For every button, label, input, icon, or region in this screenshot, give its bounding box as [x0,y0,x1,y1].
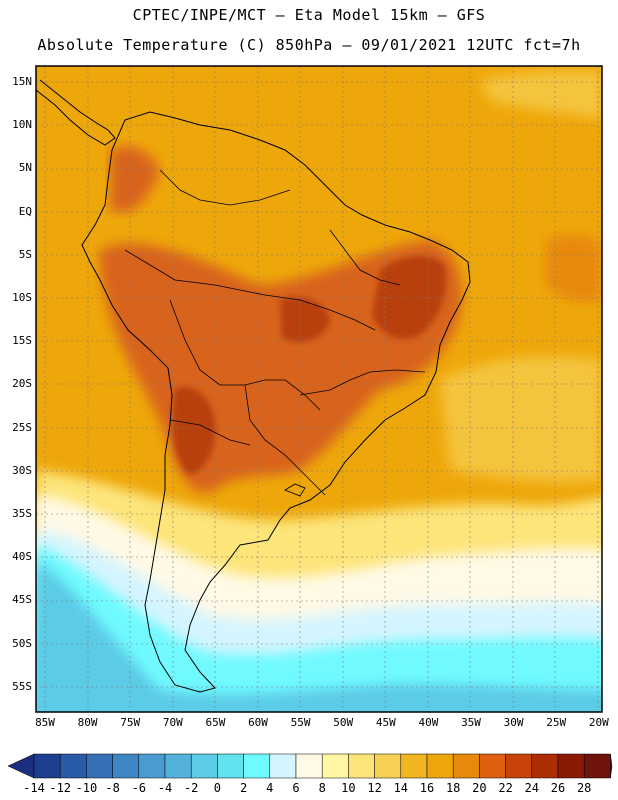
lat-label: 20S [12,377,32,391]
colorbar-min-arrow [7,753,35,779]
colorbar-swatch [269,753,297,779]
colorbar-label: -12 [49,781,72,795]
lon-label: 75W [120,716,141,729]
central-america-coastline [36,79,116,146]
colorbar-label: -6 [131,781,147,795]
lon-label: 50W [333,716,354,729]
temperature-field [36,66,602,712]
colorbar-swatch [374,753,402,779]
colorbar-swatch [295,753,323,779]
lat-label: 10N [12,118,32,132]
colorbar-label: 26 [550,781,566,795]
lon-label: 70W [162,716,183,729]
colorbar-label: 18 [445,781,461,795]
colorbar-swatch [531,753,559,779]
colorbar-label: 16 [419,781,435,795]
graticule [36,66,602,712]
lat-label: 15S [12,334,32,348]
colorbar-label: -10 [75,781,98,795]
lat-label: 5N [18,161,32,175]
colorbar-swatch [243,753,271,779]
map-title: CPTEC/INPE/MCT – Eta Model 15km – GFS [132,6,486,24]
lon-label: 80W [77,716,98,729]
lon-label: 35W [461,716,481,729]
colorbar-label: -4 [157,781,173,795]
colorbar-label: 8 [318,781,326,795]
lon-label: 45W [375,716,396,729]
colorbar-swatch [86,753,113,779]
lat-label: 30S [12,463,32,477]
land-hot-andes-north [110,146,160,213]
lat-label: 50S [12,636,32,650]
colorbar-swatch [321,753,349,779]
atlantic-warm-patch [545,234,602,302]
lat-label: 45S [12,593,32,607]
colorbar-swatch [400,753,428,779]
atlantic-mild-north [480,70,602,120]
lon-label: 85W [35,716,55,729]
colorbar-swatch [583,753,611,779]
lon-label: 40W [418,716,439,729]
colorbar-label: 28 [576,781,592,795]
lon-label: 60W [248,716,268,729]
colorbar-label: 12 [367,781,382,795]
colorbar-swatch [348,753,375,779]
lat-label: 55S [12,679,32,693]
lon-label: 55W [290,716,311,729]
colorbar-max-arrow [610,753,613,779]
colorbar-label: 14 [393,781,409,795]
lon-label: 25W [546,716,567,729]
colorbar-swatch [59,753,87,779]
land-hotter-chaco [172,386,216,475]
colorbar-label: -14 [23,781,45,795]
lat-label: 10S [12,291,32,304]
colorbar-swatch [452,753,480,779]
colorbar-label: -8 [105,781,120,795]
colorbar-swatch [190,753,218,779]
lat-label: 25S [12,420,32,434]
colorbar-swatch [217,753,244,779]
land-hotter-central [280,296,330,343]
band-coldest [36,560,602,712]
colorbar-label: 4 [266,781,274,795]
colorbar-label: 2 [239,781,248,795]
band-colder [36,545,602,712]
country-borders [124,169,426,496]
lon-label: 20W [588,716,609,729]
colorbar-label: 24 [524,781,540,795]
lat-label: 15N [12,75,32,88]
map-subtitle: Absolute Temperature (C) 850hPa – 09/01/… [37,36,581,54]
lon-label: 65W [205,716,226,729]
map-frame [35,65,603,713]
colorbar [7,753,613,779]
colorbar-swatch [479,753,506,779]
colorbar-swatch [426,753,454,779]
south-america-coastline [81,111,471,693]
atlantic-mild [440,356,602,482]
colorbar-swatch [505,753,533,779]
lat-label: EQ [18,204,32,218]
colorbar-label: -2 [183,781,199,795]
colorbar-label: 10 [341,781,356,795]
colorbar-swatch [33,753,61,779]
lagoon [284,483,306,497]
colorbar-label: 20 [472,781,487,795]
colorbar-label: 6 [292,781,300,795]
lat-label: 5S [18,247,32,261]
lat-label: 35S [12,507,32,520]
colorbar-swatch [557,753,585,779]
lat-label: 40S [12,550,32,564]
colorbar-swatch [138,753,166,779]
colorbar-swatch [112,753,140,779]
colorbar-label: 0 [213,781,221,795]
colorbar-swatch [164,753,192,779]
colorbar-label: 22 [498,781,513,795]
lon-label: 30W [503,716,524,729]
